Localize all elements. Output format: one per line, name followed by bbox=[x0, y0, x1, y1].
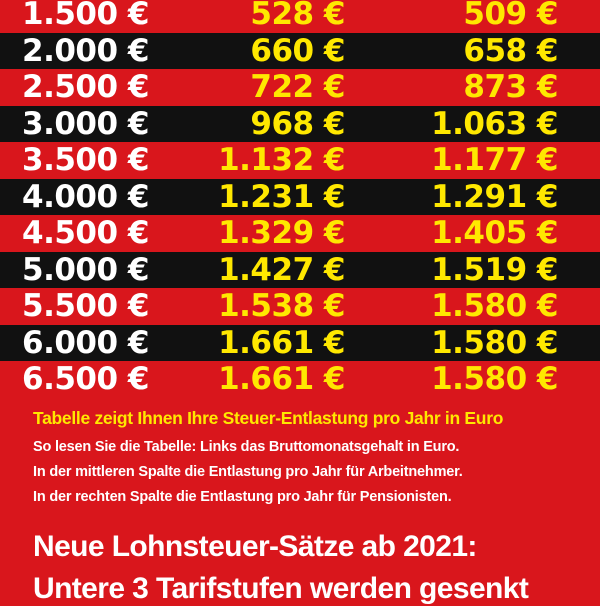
pensioner-relief-cell: 1.177 € bbox=[431, 142, 558, 178]
table-caption: Tabelle zeigt Ihnen Ihre Steuer-Entlastu… bbox=[33, 408, 504, 428]
pensioner-relief-cell: 1.519 € bbox=[431, 251, 558, 288]
salary-cell: 6.000 € bbox=[22, 324, 149, 361]
employee-relief-cell: 1.231 € bbox=[218, 178, 345, 215]
employee-relief-cell: 1.661 € bbox=[218, 324, 345, 361]
salary-cell: 3.000 € bbox=[22, 105, 149, 142]
employee-relief-cell: 968 € bbox=[250, 105, 345, 142]
pensioner-relief-cell: 509 € bbox=[463, 0, 558, 32]
table-row: 5.000 € 1.427 € 1.519 € bbox=[0, 251, 600, 288]
pensioner-relief-cell: 658 € bbox=[463, 32, 558, 69]
table-row: 2.500 € 722 € 873 € bbox=[0, 69, 600, 106]
pensioner-relief-cell: 873 € bbox=[463, 69, 558, 105]
table-row: 1.500 € 528 € 509 € bbox=[0, 0, 600, 33]
salary-cell: 5.500 € bbox=[22, 288, 149, 324]
salary-cell: 4.000 € bbox=[22, 178, 149, 215]
pensioner-relief-cell: 1.405 € bbox=[431, 215, 558, 251]
pensioner-relief-cell: 1.291 € bbox=[431, 178, 558, 215]
salary-cell: 2.000 € bbox=[22, 32, 149, 69]
employee-relief-cell: 1.538 € bbox=[218, 288, 345, 324]
headline: Neue Lohnsteuer-Sätze ab 2021: bbox=[33, 530, 477, 563]
pensioner-relief-cell: 1.580 € bbox=[431, 324, 558, 361]
salary-cell: 2.500 € bbox=[22, 69, 149, 105]
info-line: So lesen Sie die Tabelle: Links das Brut… bbox=[33, 439, 460, 455]
pensioner-relief-cell: 1.580 € bbox=[431, 288, 558, 324]
tax-relief-table: 1.500 € 528 € 509 € 2.000 € 660 € 658 € … bbox=[0, 0, 600, 398]
employee-relief-cell: 1.661 € bbox=[218, 361, 345, 397]
salary-cell: 6.500 € bbox=[22, 361, 149, 397]
pensioner-relief-cell: 1.580 € bbox=[431, 361, 558, 397]
headline-subline: Untere 3 Tarifstufen werden gesenkt bbox=[33, 572, 529, 605]
table-row: 5.500 € 1.538 € 1.580 € bbox=[0, 288, 600, 325]
employee-relief-cell: 660 € bbox=[250, 32, 345, 69]
pensioner-relief-cell: 1.063 € bbox=[431, 105, 558, 142]
salary-cell: 4.500 € bbox=[22, 215, 149, 251]
employee-relief-cell: 1.132 € bbox=[218, 142, 345, 178]
table-row: 6.500 € 1.661 € 1.580 € bbox=[0, 361, 600, 398]
salary-cell: 5.000 € bbox=[22, 251, 149, 288]
table-row: 2.000 € 660 € 658 € bbox=[0, 32, 600, 69]
employee-relief-cell: 528 € bbox=[250, 0, 345, 32]
employee-relief-cell: 1.329 € bbox=[218, 215, 345, 251]
employee-relief-cell: 1.427 € bbox=[218, 251, 345, 288]
salary-cell: 3.500 € bbox=[22, 142, 149, 178]
table-row: 6.000 € 1.661 € 1.580 € bbox=[0, 324, 600, 361]
table-row: 4.500 € 1.329 € 1.405 € bbox=[0, 215, 600, 252]
table-row: 3.500 € 1.132 € 1.177 € bbox=[0, 142, 600, 179]
table-row: 3.000 € 968 € 1.063 € bbox=[0, 105, 600, 142]
employee-relief-cell: 722 € bbox=[250, 69, 345, 105]
info-line: In der rechten Spalte die Entlastung pro… bbox=[33, 489, 452, 505]
info-line: In der mittleren Spalte die Entlastung p… bbox=[33, 464, 463, 480]
table-row: 4.000 € 1.231 € 1.291 € bbox=[0, 178, 600, 215]
salary-cell: 1.500 € bbox=[22, 0, 149, 32]
